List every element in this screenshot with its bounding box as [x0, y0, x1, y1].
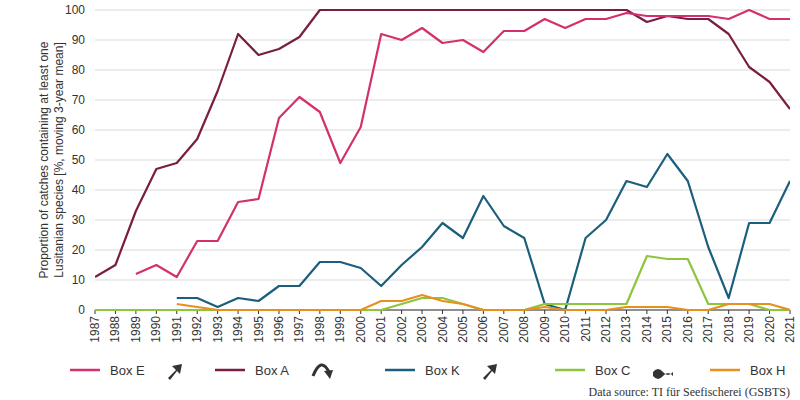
grid-line — [95, 160, 790, 161]
legend-swatch — [385, 369, 415, 372]
x-tick-label: 1995 — [252, 316, 266, 343]
legend-label: Box A — [255, 363, 289, 378]
x-tick — [462, 310, 463, 314]
legend-swatch — [710, 369, 740, 372]
x-tick-label: 1989 — [129, 316, 143, 343]
y-tick-label: 20 — [72, 243, 86, 257]
x-tick-label: 2009 — [538, 316, 552, 343]
x-tick — [646, 310, 647, 314]
y-tick-label: 40 — [72, 183, 86, 197]
y-tick-label: 100 — [65, 3, 85, 17]
grid-line — [95, 70, 790, 71]
x-tick-label: 1987 — [88, 316, 102, 343]
x-tick — [626, 310, 627, 314]
x-tick-label: 2006 — [476, 316, 490, 343]
x-tick — [422, 310, 423, 314]
y-tick-label: 0 — [78, 303, 85, 317]
x-tick-label: 1997 — [292, 316, 306, 343]
x-tick-label: 2000 — [354, 316, 368, 343]
x-tick-label: 1994 — [231, 316, 245, 343]
y-tick-label: 10 — [72, 273, 86, 287]
grid-line — [95, 130, 790, 131]
x-tick-label: 1996 — [272, 316, 286, 343]
x-tick — [728, 310, 729, 314]
x-tick-label: 2008 — [517, 316, 531, 343]
legend-label: Box C — [595, 363, 630, 378]
x-tick-label: 2017 — [701, 316, 715, 343]
legend-icon — [324, 370, 333, 379]
y-tick-label: 70 — [72, 93, 86, 107]
legend-icon — [653, 369, 673, 379]
source-note: Data source: TI für Seefischerei (GSBTS) — [589, 385, 790, 399]
x-tick-label: 1990 — [149, 316, 163, 343]
x-tick — [544, 310, 545, 314]
x-tick — [667, 310, 668, 314]
x-tick — [442, 310, 443, 314]
x-tick-label: 1998 — [313, 316, 327, 343]
x-tick-label: 2013 — [619, 316, 633, 343]
legend-label: Box K — [425, 363, 460, 378]
x-tick-label: 2014 — [640, 316, 654, 343]
x-tick-label: 2007 — [497, 316, 511, 343]
y-axis-label: Proportion of catches containing at leas… — [37, 41, 66, 278]
y-tick-label: 30 — [72, 213, 86, 227]
y-tick-label: 60 — [72, 123, 86, 137]
y-tick-label: 80 — [72, 63, 86, 77]
legend-swatch — [555, 369, 585, 372]
grid-line — [95, 100, 790, 101]
legend-swatch — [70, 369, 100, 372]
legend-label: Box E — [110, 363, 145, 378]
x-tick-label: 2005 — [456, 316, 470, 343]
x-tick-label: 1999 — [333, 316, 347, 343]
plot-area — [95, 10, 790, 310]
x-tick-label: 2016 — [681, 316, 695, 343]
x-tick-label: 1992 — [190, 316, 204, 343]
x-tick-label: 2015 — [660, 316, 674, 343]
grid-line — [95, 40, 790, 41]
x-tick-label: 1988 — [108, 316, 122, 343]
x-tick-label: 2010 — [558, 316, 572, 343]
grid-line — [95, 220, 790, 221]
series-line — [177, 154, 790, 310]
y-tick-label: 90 — [72, 33, 86, 47]
x-tick-label: 2020 — [763, 316, 777, 343]
x-tick-label: 2002 — [395, 316, 409, 343]
legend-label: Box H — [750, 363, 785, 378]
y-axis-label-line: Lusitanian species [%, moving 3-year mea… — [52, 42, 66, 277]
grid-line — [95, 190, 790, 191]
y-axis-label-line: Proportion of catches containing at leas… — [37, 41, 51, 278]
x-tick-label: 2012 — [599, 316, 613, 343]
x-tick-label: 1991 — [170, 316, 184, 343]
legend-swatch — [215, 369, 245, 372]
x-tick — [401, 310, 402, 314]
series-line — [95, 256, 790, 310]
y-tick-label: 50 — [72, 153, 86, 167]
x-tick-label: 2019 — [742, 316, 756, 343]
legend-icon — [483, 364, 497, 380]
x-tick-label: 2003 — [415, 316, 429, 343]
grid-line — [95, 280, 790, 281]
x-tick-label: 2021 — [783, 316, 797, 343]
series-line — [177, 295, 790, 310]
x-tick-label: 2004 — [436, 316, 450, 343]
series-line — [95, 10, 790, 277]
x-tick-label: 1993 — [211, 316, 225, 343]
grid-line — [95, 250, 790, 251]
x-tick-label: 2011 — [579, 316, 593, 342]
legend-icon — [168, 364, 182, 380]
x-tick — [749, 310, 750, 314]
chart: 0 10 20 30 40 50 60 70 80 90 100 1987 1988 1989 1990 19… — [0, 0, 800, 400]
x-tick-label: 2018 — [722, 316, 736, 343]
x-tick-label: 2001 — [374, 316, 388, 343]
